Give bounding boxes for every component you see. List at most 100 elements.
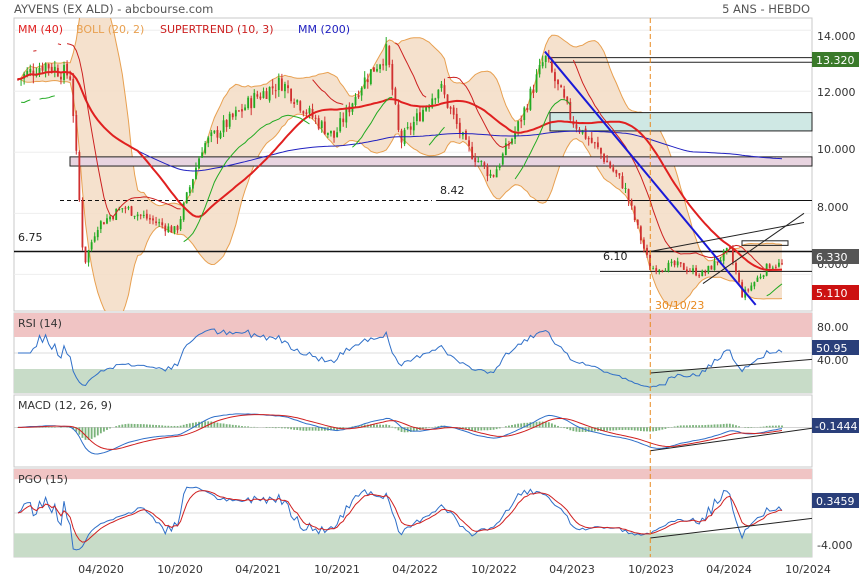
candle-body [121, 208, 124, 210]
candle-body [161, 222, 164, 226]
macd-hist-bar [710, 424, 713, 428]
candle-body [753, 282, 756, 287]
price-levels [14, 57, 813, 272]
macd-hist-bar [541, 421, 544, 428]
supertrend-segment [33, 50, 37, 52]
macd-hist-bar [701, 425, 704, 428]
macd-hist-bar [498, 427, 501, 429]
candle-body [253, 93, 256, 108]
supertrend-segment [395, 42, 427, 98]
candle-body [385, 44, 388, 66]
candle-body [778, 262, 780, 267]
candle-body [213, 130, 216, 133]
candle-body [646, 247, 648, 255]
candle-body [603, 154, 605, 162]
candle-body [372, 67, 375, 72]
pgo-axis: -4.000 [817, 539, 852, 552]
candle-body [308, 108, 311, 114]
candle-body [584, 128, 587, 139]
macd-hist-bar [179, 425, 182, 428]
candle-body [652, 268, 655, 270]
macd-hist-bar [323, 427, 326, 431]
macd-hist-bar [468, 427, 470, 430]
macd-hist-bar [771, 425, 774, 428]
candle-body [247, 97, 250, 109]
candle-body [170, 226, 173, 233]
resistance-band-teal [549, 112, 813, 132]
candlesticks [17, 37, 783, 301]
candle-body [692, 268, 694, 271]
macd-hist-bar [213, 421, 216, 428]
macd-hist-bar [765, 425, 768, 428]
x-label: 10/2020 [157, 563, 203, 576]
macd-hist-bar [102, 427, 105, 432]
macd-hist-bar [600, 427, 602, 431]
candle-body [440, 83, 443, 89]
macd-hist-bar [603, 427, 605, 431]
macd-hist-bar [480, 427, 483, 431]
macd-hist-bar [385, 424, 388, 428]
candle-body [409, 126, 412, 130]
macd-hist-bar [415, 427, 418, 431]
candle-body [314, 117, 317, 119]
candle-body [679, 262, 682, 264]
macd-hist-bar [228, 424, 231, 428]
price-tags: 13.320 6.330 5.110 [812, 52, 859, 300]
rsi-value: 50.95 [816, 342, 848, 355]
level-label-610: 6.10 [603, 250, 628, 263]
candle-body [719, 260, 722, 263]
macd-hist-bar [722, 423, 725, 428]
macd-hist-bar [320, 427, 323, 431]
candle-body [317, 118, 320, 129]
macd-hist-bar [483, 427, 486, 431]
supertrend-segment [447, 76, 513, 148]
macd-hist-bar [90, 427, 93, 439]
candle-body [676, 261, 679, 266]
candle-body [210, 132, 213, 137]
macd-hist-bar [422, 427, 424, 430]
macd-hist-bar [145, 424, 148, 428]
candle-body [762, 275, 765, 278]
candle-body [449, 107, 452, 109]
macd-hist-bar [728, 423, 731, 428]
candle-body [615, 170, 618, 174]
supertrend-segment [312, 79, 344, 105]
macd-hist-bar [572, 427, 575, 432]
macd-hist-bar [719, 424, 722, 428]
macd-hist-bar [434, 426, 437, 428]
macd-hist-bar [379, 424, 381, 428]
macd-hist-bar [471, 427, 474, 431]
candle-body [96, 230, 99, 238]
candle-body [277, 77, 280, 91]
candle-body [710, 265, 713, 270]
supertrend-segment [572, 59, 764, 269]
chart-title: AYVENS (EX ALD) - abcbourse.com [14, 2, 213, 16]
candle-body [781, 263, 783, 265]
macd-hist-bar [489, 427, 492, 431]
macd-hist-bar [75, 427, 78, 432]
candle-body [53, 66, 56, 73]
candle-body [738, 272, 740, 282]
candle-body [173, 226, 176, 233]
macd-hist-bar [293, 427, 296, 430]
candle-body [93, 236, 96, 242]
macd-hist-bar [633, 427, 636, 431]
macd-hist-bar [569, 427, 572, 431]
candle-body [284, 83, 286, 92]
supertrend-segment [39, 95, 55, 100]
macd-hist-bar [139, 424, 142, 428]
candle-body [145, 213, 148, 219]
candle-body [443, 85, 446, 95]
candle-body [185, 192, 188, 204]
candle-body [109, 216, 111, 220]
macd-hist-bar [133, 423, 136, 428]
macd-hist-bar [271, 427, 274, 428]
candle-body [412, 121, 415, 131]
macd-hist-bar [360, 425, 363, 428]
x-label: 04/2022 [392, 563, 438, 576]
macd-hist-bar [201, 421, 204, 428]
macd-hist-bar [96, 427, 99, 436]
candle-body [176, 225, 179, 231]
candle-body [563, 89, 566, 98]
macd-hist-bar [566, 427, 569, 430]
